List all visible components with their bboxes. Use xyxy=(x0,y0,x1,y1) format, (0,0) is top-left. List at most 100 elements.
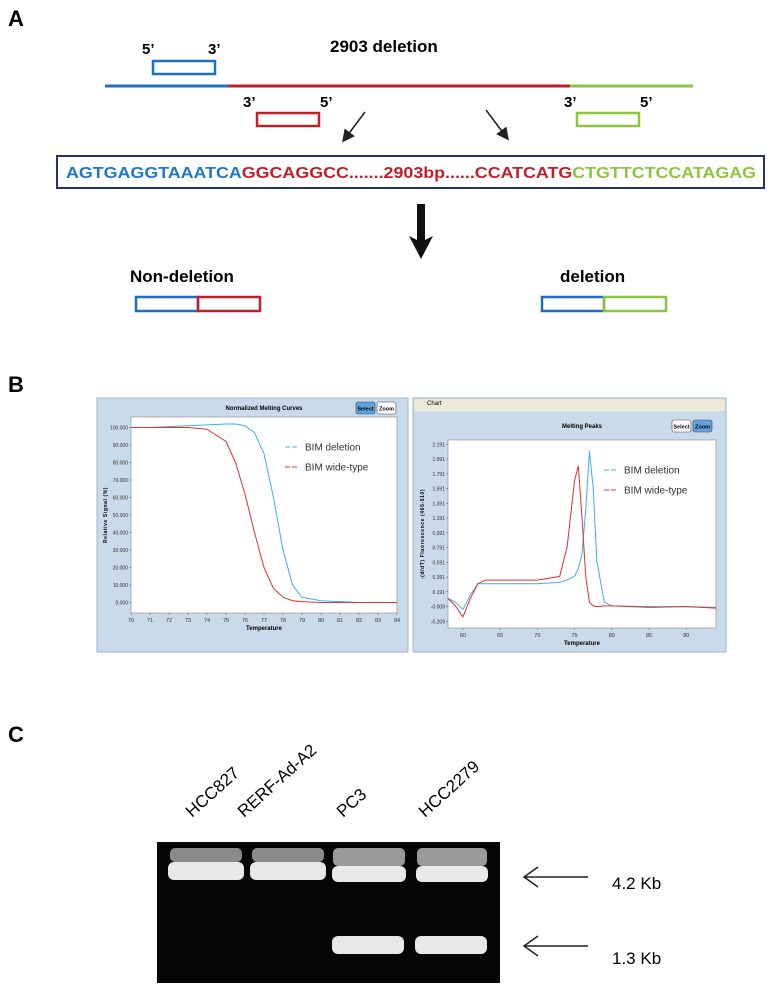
series-line xyxy=(131,423,397,603)
panel-label: B xyxy=(8,372,24,397)
sequence-part: GGCAGGCC.......2903bp......CCATCATG xyxy=(242,165,572,182)
y-tick-label: -0.209 xyxy=(431,619,445,625)
band xyxy=(332,936,404,954)
x-tick-label: 83 xyxy=(375,618,381,624)
panel-label: C xyxy=(8,722,24,747)
button[interactable] xyxy=(376,401,397,415)
sequence-part: AGTGAGGTAAATCA xyxy=(66,165,242,182)
series-line xyxy=(131,427,397,603)
y-tick-label: 50.000 xyxy=(113,513,129,519)
primer-box xyxy=(575,111,641,128)
button[interactable] xyxy=(692,419,713,433)
primer-end: 5’ xyxy=(640,94,653,111)
plot-area xyxy=(447,439,717,629)
product-box xyxy=(134,295,200,313)
y-tick-label: 1.791 xyxy=(432,472,445,478)
button-label[interactable]: Select xyxy=(357,407,373,413)
series-line xyxy=(447,465,717,619)
sequence: AGTGAGGTAAATCA GGCAGGCC.......2903bp.....… xyxy=(66,165,756,182)
band xyxy=(250,862,326,880)
x-tick-label: 80 xyxy=(318,618,324,624)
primer-end: 3’ xyxy=(564,94,577,111)
lane-label: RERF-Ad-A2 xyxy=(234,740,320,820)
y-axis-label: Relative Signal (%) xyxy=(103,487,109,543)
arrow xyxy=(485,109,509,141)
y-tick-label: 10.000 xyxy=(113,583,129,589)
x-tick-label: 71 xyxy=(147,618,153,624)
y-tick-label: 40.000 xyxy=(113,531,129,537)
band xyxy=(415,936,487,954)
legend-label: BIM wide-type xyxy=(624,486,688,497)
size-label: 4.2 Kb xyxy=(612,874,661,893)
x-tick-label: 75 xyxy=(223,618,229,624)
primer-end: 3’ xyxy=(243,94,256,111)
band xyxy=(170,848,242,862)
x-axis-label: Temperature xyxy=(246,626,283,632)
bands xyxy=(168,848,488,954)
lane-label: PC3 xyxy=(333,785,370,821)
y-tick-label: 60.000 xyxy=(113,496,129,502)
x-tick-label: 84 xyxy=(394,618,400,624)
legend-label: BIM wide-type xyxy=(305,463,369,474)
y-tick-label: 1.191 xyxy=(432,516,445,522)
x-tick-label: 70 xyxy=(534,633,540,639)
x-tick-label: 85 xyxy=(646,633,652,639)
lane-label: HCC2279 xyxy=(415,757,483,821)
x-tick-label: 79 xyxy=(299,618,305,624)
button-label[interactable]: Zoom xyxy=(379,407,394,413)
y-tick-label: 30.000 xyxy=(113,548,129,554)
x-tick-label: 72 xyxy=(166,618,172,624)
product-label: Non-deletion xyxy=(130,267,234,286)
y-tick-label: 0.591 xyxy=(432,560,445,566)
y-tick-label: 0.791 xyxy=(432,546,445,552)
legend-label: BIM deletion xyxy=(305,443,361,454)
chart-title: Normalized Melting Curves xyxy=(225,406,303,412)
band xyxy=(168,862,244,880)
y-tick-label: 20.000 xyxy=(113,566,129,572)
lane-label: HCC827 xyxy=(182,763,243,821)
plot-area xyxy=(130,416,398,614)
deletion-title: 2903 deletion xyxy=(330,37,438,56)
y-tick-label: 0.000 xyxy=(115,601,128,607)
x-tick-label: 74 xyxy=(204,618,210,624)
product-label: deletion xyxy=(560,267,625,286)
series-line xyxy=(447,451,717,611)
sequence-part: CTGTTCTCCATAGAG xyxy=(572,165,756,182)
y-tick-label: 2.191 xyxy=(432,442,445,448)
primer-box xyxy=(255,111,321,128)
band xyxy=(416,866,488,882)
y-tick-label: 90.000 xyxy=(113,443,129,449)
x-tick-label: 60 xyxy=(460,633,466,639)
x-tick-label: 78 xyxy=(280,618,286,624)
x-tick-label: 73 xyxy=(185,618,191,624)
button-label[interactable]: Zoom xyxy=(695,425,710,431)
y-tick-label: -0.009 xyxy=(431,605,445,611)
menu[interactable]: Chart xyxy=(427,401,442,407)
down-arrow xyxy=(409,204,433,259)
product-box xyxy=(540,295,606,313)
chart-title: Melting Peaks xyxy=(562,424,603,430)
x-tick-label: 80 xyxy=(609,633,615,639)
x-tick-label: 90 xyxy=(683,633,689,639)
primer-end: 5’ xyxy=(320,94,333,111)
y-tick-label: 0.191 xyxy=(432,590,445,596)
y-tick-label: 0.991 xyxy=(432,531,445,537)
legend-label: BIM deletion xyxy=(624,466,680,477)
y-tick-label: 80.000 xyxy=(113,461,129,467)
button[interactable] xyxy=(355,401,376,415)
charts: Normalized Melting Curves Select Zoom 70 71 7… xyxy=(96,397,727,653)
x-tick-label: 81 xyxy=(337,618,343,624)
y-tick-label: 1.391 xyxy=(432,501,445,507)
y-tick-label: 70.000 xyxy=(113,478,129,484)
arrow-head xyxy=(522,866,539,888)
sequence-box xyxy=(56,155,765,189)
y-tick-label: 1.991 xyxy=(432,457,445,463)
panel-label: A xyxy=(8,6,24,31)
band xyxy=(333,848,405,866)
button-label[interactable]: Select xyxy=(673,425,689,431)
x-tick-label: 82 xyxy=(356,618,362,624)
arrow-head xyxy=(522,935,539,957)
button[interactable] xyxy=(671,419,692,433)
